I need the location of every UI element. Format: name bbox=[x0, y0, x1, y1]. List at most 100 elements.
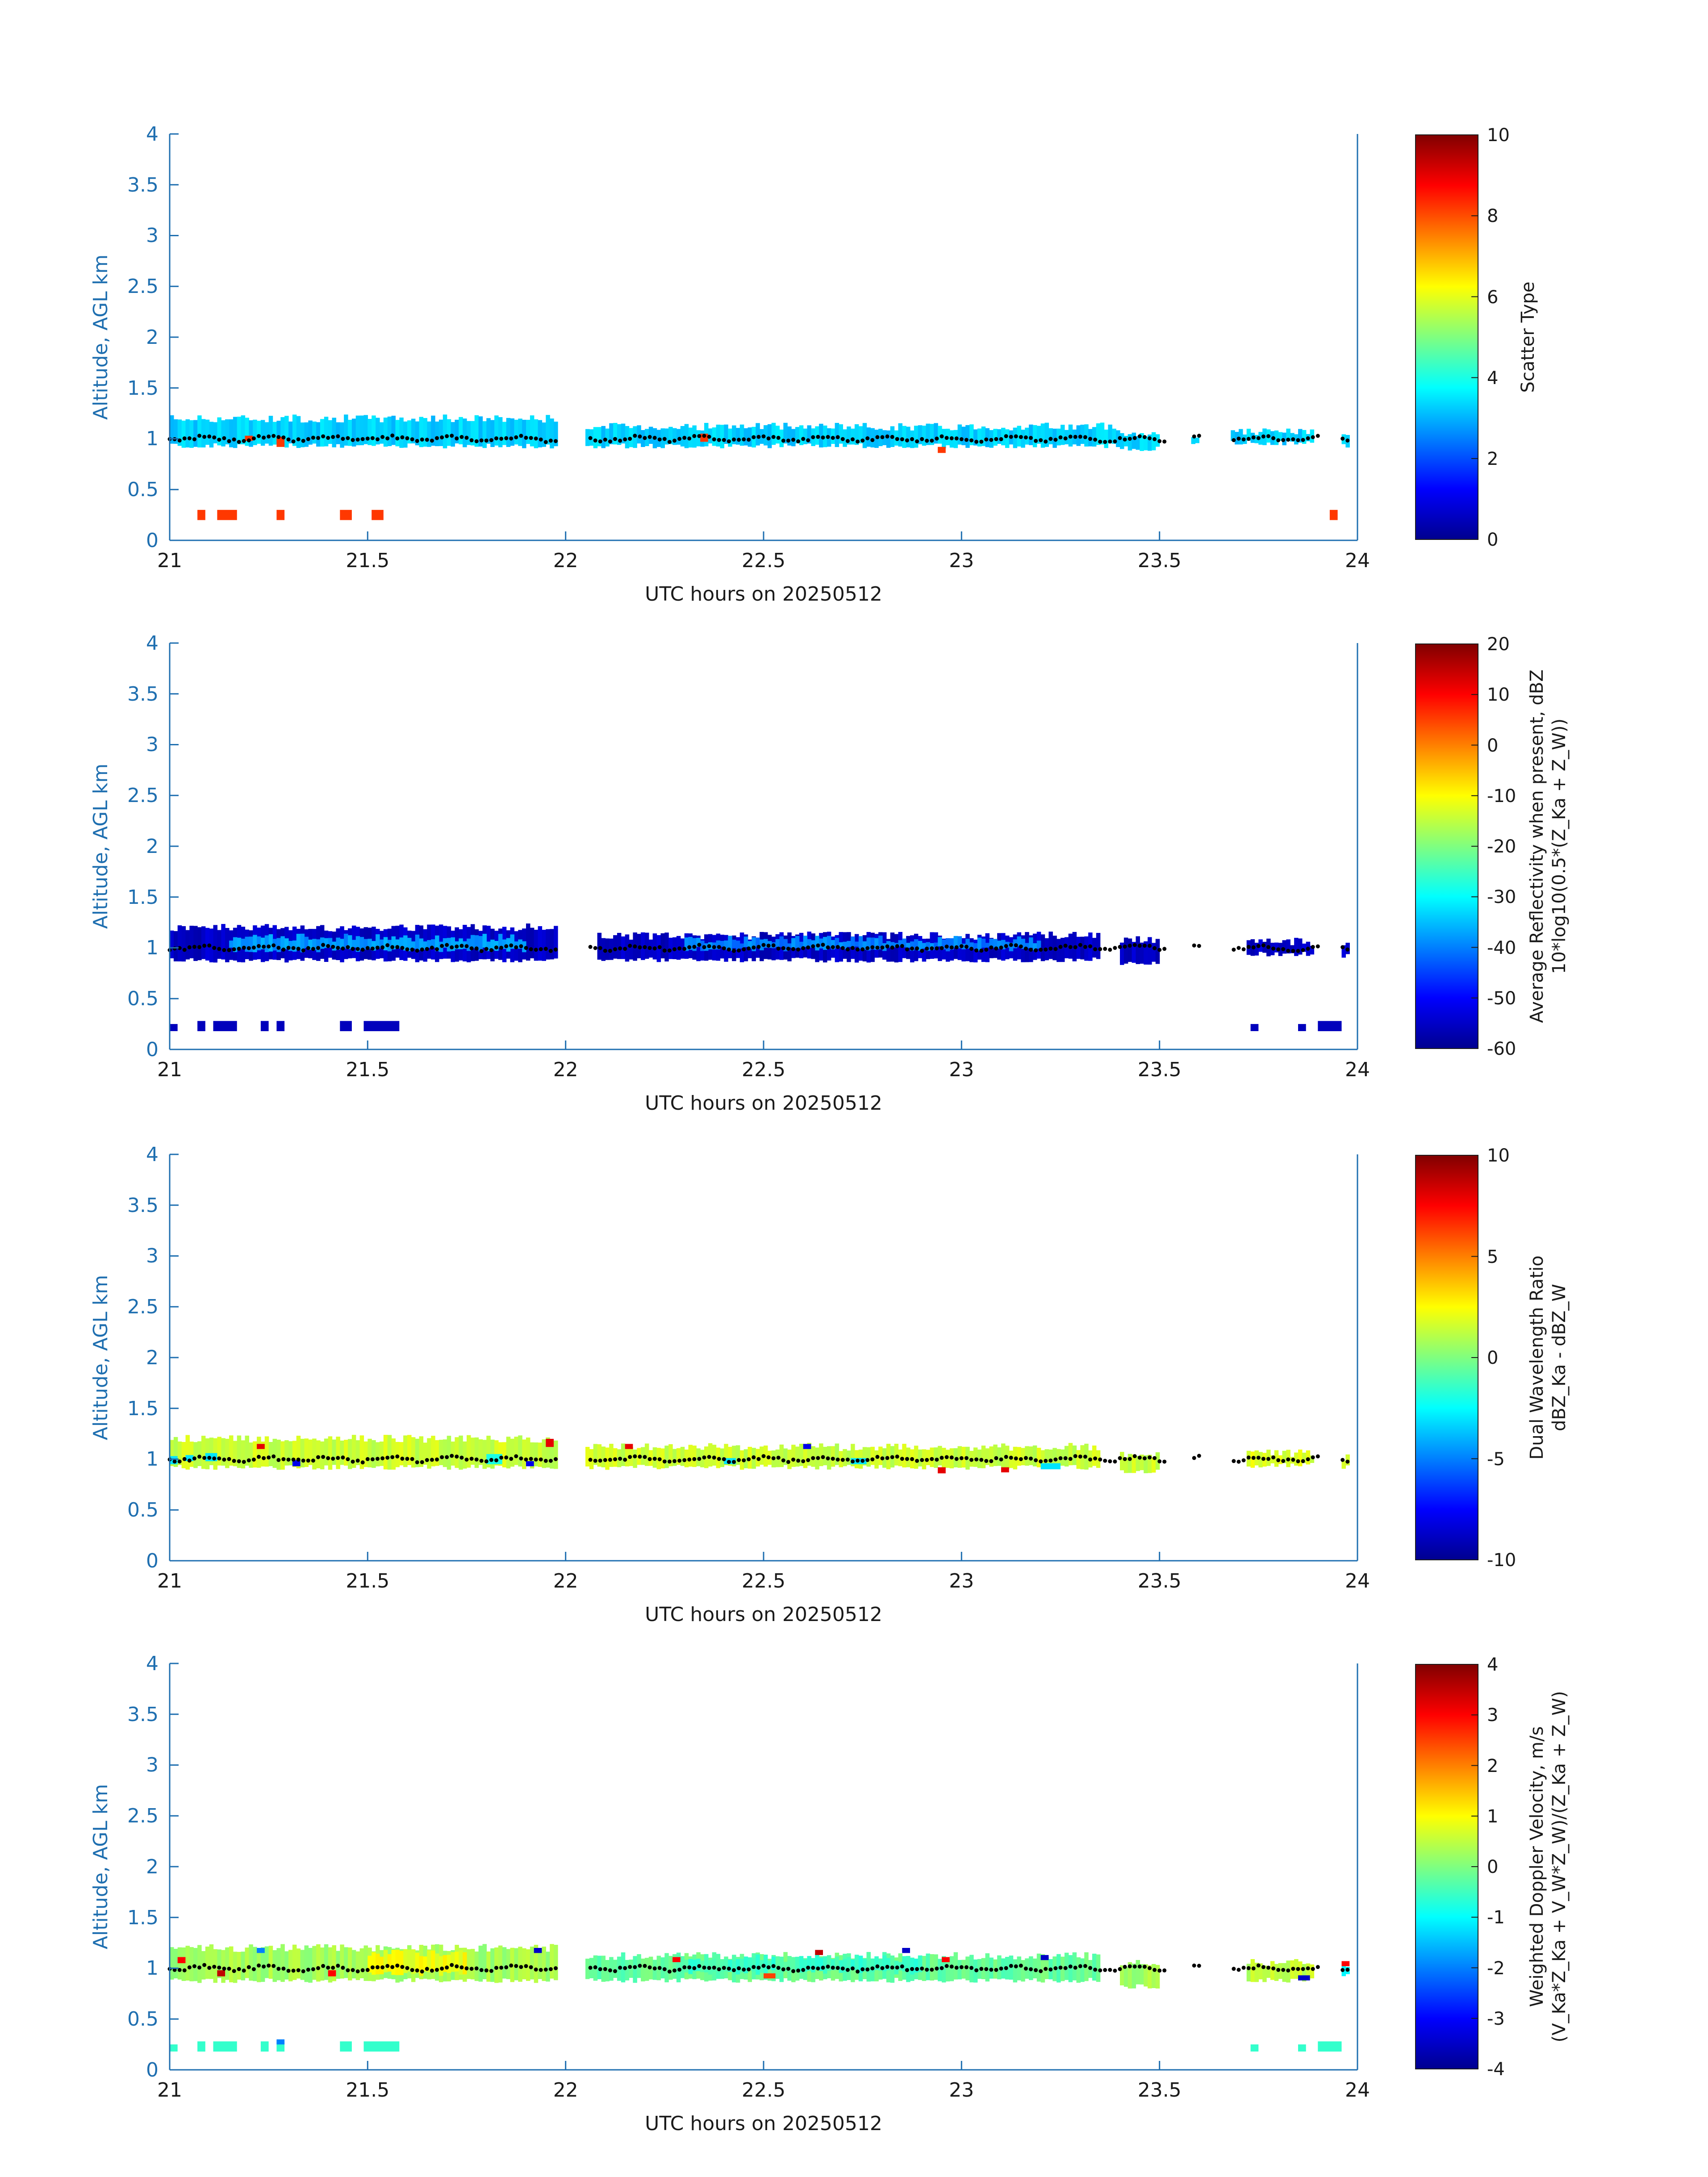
cloud-base-marker bbox=[1157, 439, 1162, 443]
cloud-base-marker bbox=[331, 1965, 335, 1970]
y-tick: 1.5 bbox=[127, 377, 179, 400]
heatmap-cell bbox=[478, 936, 483, 952]
x-axis-title: UTC hours on 20250512 bbox=[645, 1603, 882, 1626]
heatmap-cell bbox=[918, 1449, 923, 1467]
cloud-base-marker bbox=[935, 946, 939, 951]
heatmap-cell bbox=[435, 935, 439, 951]
heatmap-cell bbox=[839, 1960, 843, 1973]
heatmap-cell bbox=[177, 1947, 182, 1980]
heatmap-cell bbox=[938, 1446, 942, 1466]
cloud-base-marker bbox=[707, 944, 711, 949]
cloud-base-marker bbox=[766, 1455, 771, 1459]
x-tick: 22 bbox=[553, 1552, 578, 1592]
y-tick-label: 3.5 bbox=[127, 1703, 159, 1726]
cloud-base-marker bbox=[1197, 1454, 1201, 1458]
x-ticks: 21 21.5 22 22.5 23 23.5 24 bbox=[157, 1040, 1370, 1081]
cloud-base-marker bbox=[613, 1457, 617, 1462]
heatmap-cell bbox=[1298, 429, 1303, 443]
cloud-base-marker bbox=[1153, 1456, 1157, 1460]
heatmap-cell bbox=[764, 1973, 776, 1979]
cloud-base-marker bbox=[301, 1458, 305, 1463]
heatmap-cell bbox=[1136, 1456, 1140, 1471]
heatmap-cell bbox=[276, 421, 281, 443]
cloud-base-marker bbox=[1009, 1455, 1013, 1460]
heatmap-cell bbox=[1329, 510, 1338, 520]
heatmap-cell bbox=[435, 422, 439, 447]
y-ticks: 0 0.5 1 1.5 2 2.5 3 3.5 4 bbox=[127, 123, 179, 552]
heatmap-cell bbox=[938, 1467, 946, 1474]
cloud-base-marker bbox=[662, 437, 667, 441]
cloud-base-marker bbox=[534, 436, 538, 441]
cloud-base-marker bbox=[1128, 1964, 1132, 1968]
cloud-base-marker bbox=[469, 1967, 474, 1971]
heatmap-cell bbox=[447, 938, 451, 952]
cloud-base-marker bbox=[222, 436, 226, 440]
heatmap-cell bbox=[177, 1957, 186, 1964]
heatmap-cell bbox=[272, 1438, 277, 1468]
y-tick: 3 bbox=[146, 1754, 179, 1776]
heatmap-cell bbox=[625, 1444, 630, 1467]
heatmap-cell bbox=[993, 429, 998, 446]
cloud-base-marker bbox=[177, 1459, 182, 1464]
x-tick-label: 24 bbox=[1345, 1058, 1370, 1081]
y-tick: 4 bbox=[146, 123, 179, 146]
cloud-base-marker bbox=[1315, 1965, 1320, 1969]
cloud-base-marker bbox=[1301, 438, 1305, 442]
cloud-base-marker bbox=[964, 1965, 969, 1969]
cloud-base-marker bbox=[900, 1964, 904, 1968]
x-tick: 22.5 bbox=[742, 531, 785, 572]
cloud-base-marker bbox=[222, 1458, 226, 1462]
cloud-base-marker bbox=[227, 439, 231, 443]
heatmap-cell bbox=[1258, 939, 1263, 952]
cloud-base-marker bbox=[944, 436, 949, 440]
cloud-base-marker bbox=[722, 946, 726, 951]
cloud-base-marker bbox=[1192, 434, 1196, 439]
heatmap-cell bbox=[942, 1957, 950, 1962]
cloud-base-marker bbox=[851, 1459, 855, 1464]
cloud-base-marker bbox=[370, 1457, 375, 1462]
x-tick-label: 21 bbox=[157, 1058, 182, 1081]
cloud-base-marker bbox=[845, 1968, 850, 1972]
cloud-base-marker bbox=[752, 1965, 756, 1969]
heatmap-cell bbox=[700, 1960, 705, 1972]
heatmap-cell bbox=[764, 939, 768, 948]
heatmap-cell bbox=[451, 1442, 455, 1466]
heatmap-cell bbox=[193, 926, 198, 961]
heatmap-cell bbox=[1318, 2041, 1342, 2052]
cloud-base-marker bbox=[969, 1966, 973, 1970]
cloud-base-marker bbox=[821, 1965, 825, 1970]
heatmap-cell bbox=[229, 419, 234, 447]
heatmap-cell bbox=[668, 426, 673, 444]
heatmap-cell bbox=[1270, 1455, 1275, 1463]
heatmap-cell bbox=[300, 1950, 305, 1980]
heatmap-cell bbox=[1032, 1445, 1037, 1467]
cloud-base-marker bbox=[806, 438, 810, 443]
cloud-base-marker bbox=[915, 946, 919, 951]
cloud-base-marker bbox=[365, 436, 370, 441]
heatmap-cell bbox=[985, 1448, 990, 1465]
cloud-base-marker bbox=[351, 1968, 355, 1972]
heatmap-cell bbox=[823, 425, 827, 447]
cloud-base-marker bbox=[440, 435, 444, 439]
heatmap-cell bbox=[351, 418, 356, 447]
cloud-base-marker bbox=[1137, 1964, 1142, 1969]
cloud-base-marker bbox=[781, 1458, 785, 1462]
heatmap-cell bbox=[922, 943, 927, 949]
cloud-base-marker bbox=[969, 438, 973, 443]
heatmap-cell bbox=[498, 1442, 503, 1466]
heatmap-cell bbox=[197, 2041, 205, 2052]
cloud-base-marker bbox=[1341, 1458, 1345, 1462]
heatmap-cell bbox=[1001, 427, 1006, 446]
heatmap-cell bbox=[542, 1947, 546, 1981]
cloud-base-marker bbox=[1098, 947, 1102, 951]
cloud-base-marker bbox=[246, 438, 251, 443]
heatmap-cell bbox=[957, 938, 962, 960]
cloud-base-marker bbox=[296, 947, 301, 951]
heatmap-cell bbox=[1057, 1449, 1061, 1465]
heatmap-cell bbox=[764, 1955, 768, 1974]
cloud-base-marker bbox=[1341, 1968, 1345, 1972]
heatmap-cell bbox=[676, 1952, 681, 1983]
cloud-base-marker bbox=[534, 948, 538, 952]
cloud-base-marker bbox=[1291, 949, 1295, 953]
heatmap-cell bbox=[858, 426, 863, 443]
